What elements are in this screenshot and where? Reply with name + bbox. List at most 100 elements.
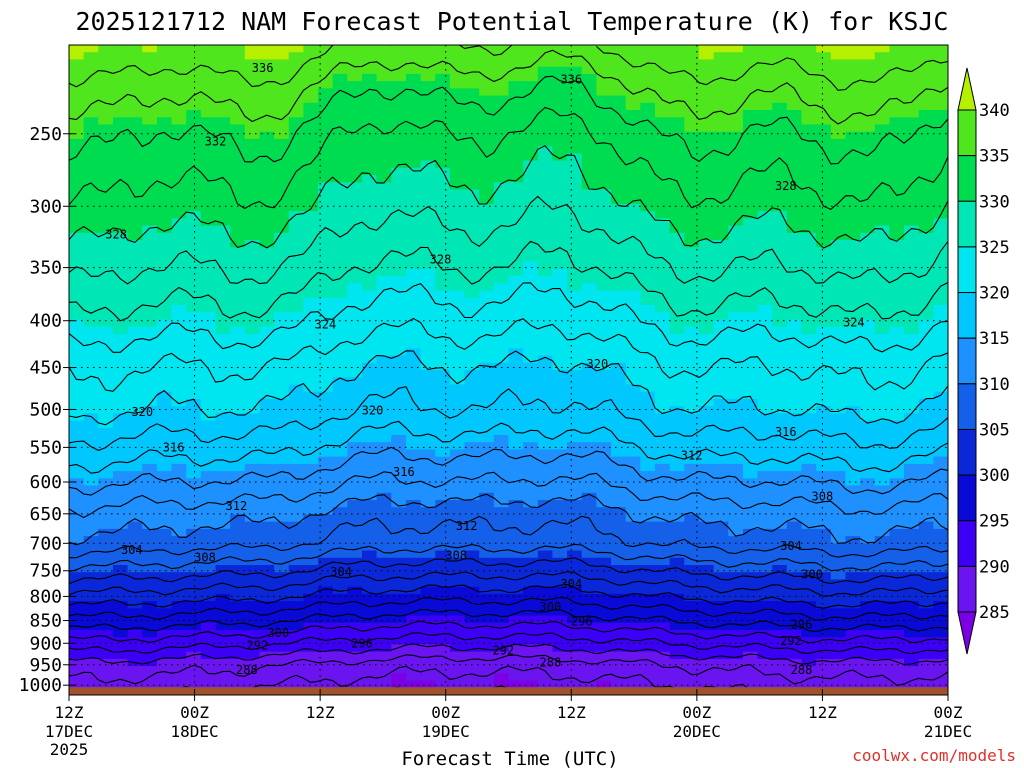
heatmap-cell xyxy=(581,261,597,270)
heatmap-cell xyxy=(611,182,627,191)
heatmap-cell xyxy=(772,622,788,631)
heatmap-cell xyxy=(127,637,143,646)
heatmap-cell xyxy=(655,427,671,436)
heatmap-cell xyxy=(479,565,495,573)
heatmap-cell xyxy=(845,391,861,400)
heatmap-cell xyxy=(757,608,773,617)
heatmap-cell xyxy=(493,131,510,140)
heatmap-cell xyxy=(200,485,217,494)
heatmap-cell xyxy=(669,88,685,97)
heatmap-cell xyxy=(171,218,187,227)
heatmap-cell xyxy=(391,81,407,89)
heatmap-cell xyxy=(405,673,422,682)
heatmap-cell xyxy=(156,593,173,602)
heatmap-cell xyxy=(318,565,334,573)
heatmap-cell xyxy=(537,435,554,443)
heatmap-cell xyxy=(464,117,480,126)
heatmap-cell xyxy=(625,59,641,68)
heatmap-cell xyxy=(230,579,246,588)
heatmap-cell xyxy=(230,182,246,191)
heatmap-cell xyxy=(420,102,436,111)
heatmap-cell xyxy=(112,485,129,494)
heatmap-cell xyxy=(274,326,290,335)
heatmap-cell xyxy=(493,312,510,321)
heatmap-cell xyxy=(713,507,729,516)
heatmap-cell xyxy=(581,146,597,154)
heatmap-cell xyxy=(186,66,202,75)
heatmap-cell xyxy=(596,167,612,176)
heatmap-cell xyxy=(508,117,524,126)
heatmap-cell xyxy=(655,232,671,241)
heatmap-cell xyxy=(332,507,348,516)
heatmap-cell xyxy=(200,666,217,674)
heatmap-cell xyxy=(362,435,378,443)
heatmap-cell xyxy=(318,651,334,660)
heatmap-cell xyxy=(625,247,641,256)
heatmap-cell xyxy=(493,203,510,212)
heatmap-cell xyxy=(625,355,641,364)
heatmap-cell xyxy=(259,565,275,573)
heatmap-cell xyxy=(552,189,568,198)
heatmap-cell xyxy=(362,384,378,393)
heatmap-cell xyxy=(83,283,99,292)
heatmap-cell xyxy=(112,247,129,256)
heatmap-cell xyxy=(537,362,554,371)
heatmap-cell xyxy=(713,276,729,284)
heatmap-cell xyxy=(420,442,436,451)
heatmap-cell xyxy=(625,124,641,133)
heatmap-cell xyxy=(347,492,363,501)
heatmap-cell xyxy=(567,593,583,602)
heatmap-cell xyxy=(449,326,466,335)
heatmap-cell xyxy=(801,254,817,263)
heatmap-cell xyxy=(479,290,495,299)
heatmap-cell xyxy=(449,66,466,75)
heatmap-cell xyxy=(274,52,290,61)
heatmap-cell xyxy=(127,73,143,82)
heatmap-cell xyxy=(303,211,319,219)
heatmap-cell xyxy=(69,391,85,400)
heatmap-cell xyxy=(288,579,304,588)
heatmap-cell xyxy=(493,615,510,624)
heatmap-cell xyxy=(655,593,671,602)
heatmap-cell xyxy=(581,333,597,342)
heatmap-cell xyxy=(391,225,407,234)
heatmap-cell xyxy=(625,211,641,219)
heatmap-cell xyxy=(83,312,99,321)
heatmap-cell xyxy=(479,680,495,689)
heatmap-cell xyxy=(347,254,363,263)
heatmap-cell xyxy=(215,673,231,682)
heatmap-cell xyxy=(464,608,480,617)
heatmap-cell xyxy=(244,586,261,595)
heatmap-cell xyxy=(801,543,817,552)
heatmap-cell xyxy=(318,131,334,140)
heatmap-cell xyxy=(772,601,788,609)
heatmap-cell xyxy=(376,240,392,248)
heatmap-cell xyxy=(69,593,85,602)
heatmap-cell xyxy=(801,211,817,219)
heatmap-cell xyxy=(786,160,803,169)
heatmap-cell xyxy=(684,377,700,386)
heatmap-cell xyxy=(772,673,788,682)
heatmap-cell xyxy=(698,167,715,176)
heatmap-cell xyxy=(742,160,759,169)
heatmap-cell xyxy=(816,167,832,176)
heatmap-cell xyxy=(772,88,788,97)
heatmap-cell xyxy=(698,557,715,566)
heatmap-cell xyxy=(684,146,700,154)
heatmap-cell xyxy=(449,182,466,191)
heatmap-cell xyxy=(523,492,539,501)
heatmap-cell xyxy=(391,557,407,566)
heatmap-cell xyxy=(142,254,158,263)
heatmap-cell xyxy=(69,557,85,566)
heatmap-cell xyxy=(757,658,773,667)
heatmap-cell xyxy=(669,175,685,183)
heatmap-cell xyxy=(391,579,407,588)
heatmap-cell xyxy=(801,131,817,140)
heatmap-cell xyxy=(698,297,715,306)
heatmap-cell xyxy=(742,73,759,82)
heatmap-cell xyxy=(830,333,847,342)
heatmap-cell xyxy=(244,500,261,508)
heatmap-cell xyxy=(801,261,817,270)
heatmap-cell xyxy=(728,601,744,609)
heatmap-cell xyxy=(713,485,729,494)
